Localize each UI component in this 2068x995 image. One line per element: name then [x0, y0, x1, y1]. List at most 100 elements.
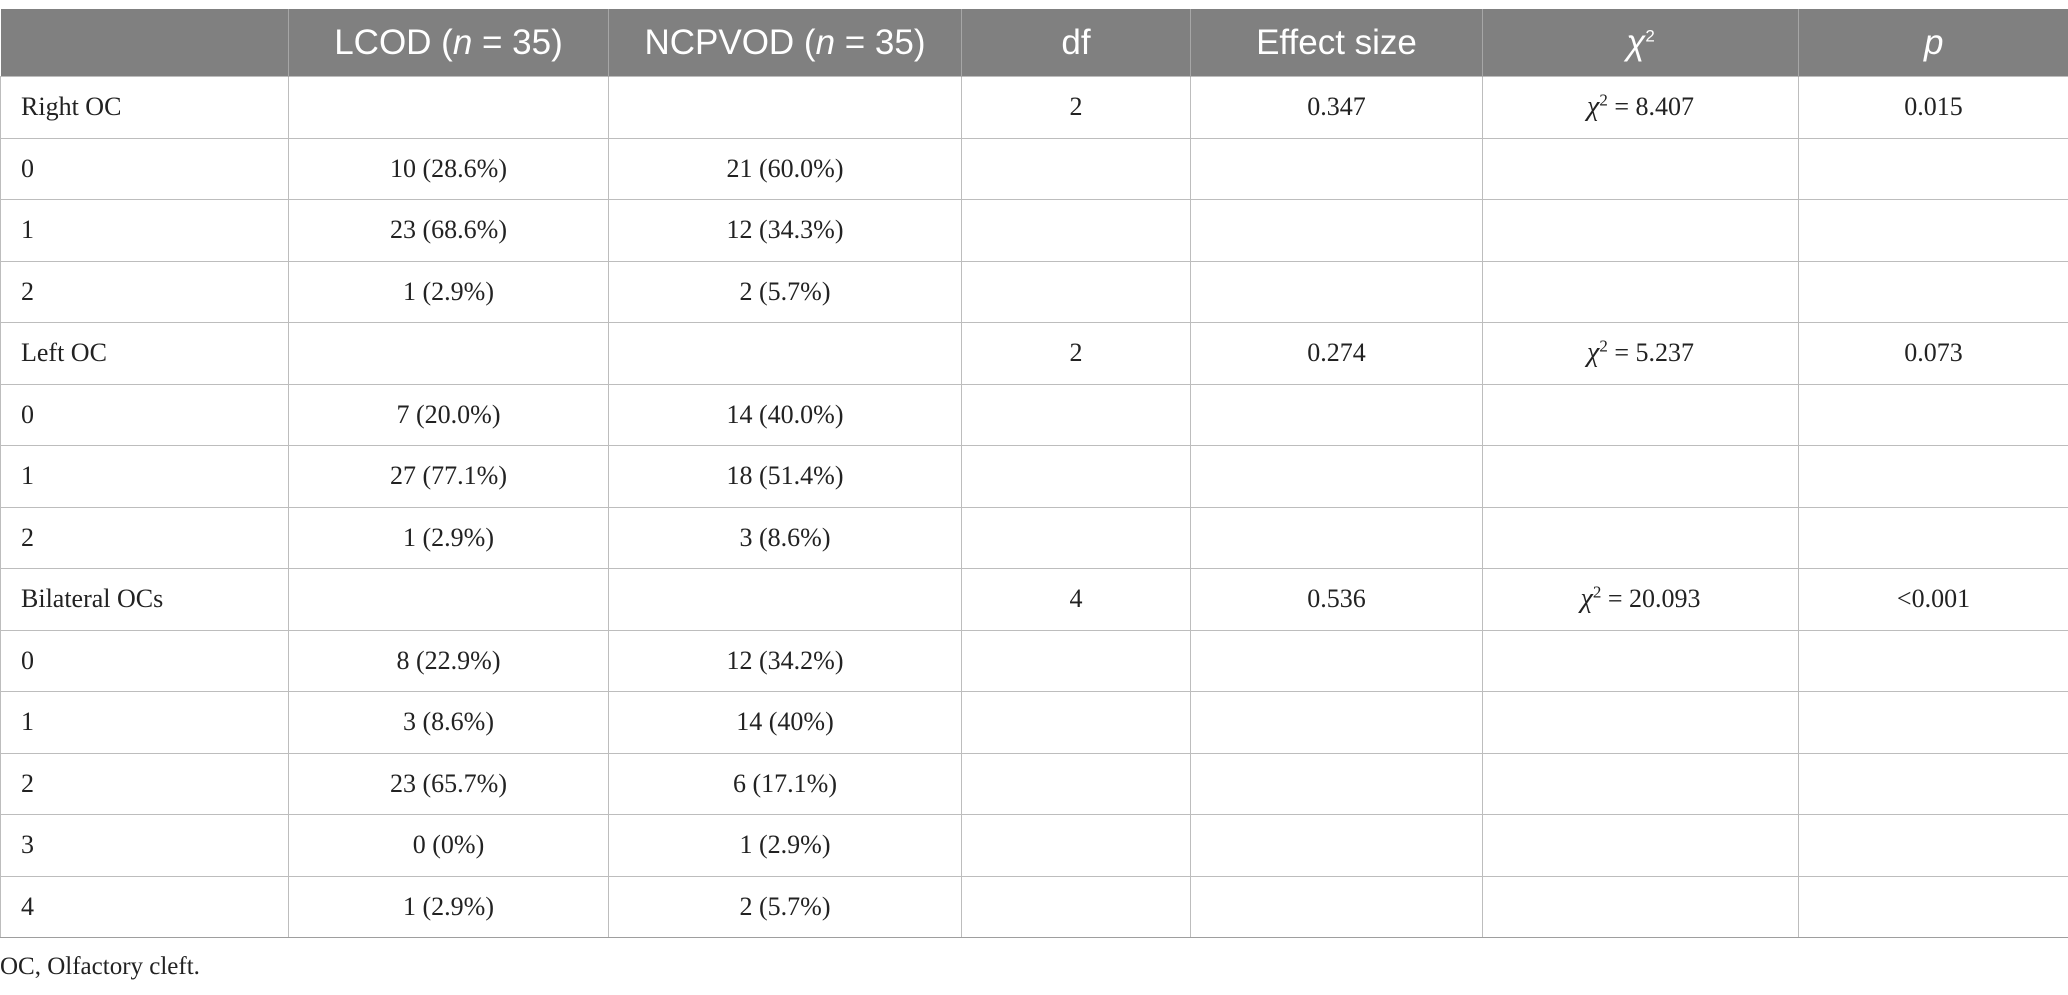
- results-table: LCOD (n = 35) NCPVOD (n = 35) df Effect …: [0, 9, 2068, 938]
- p-value-cell: [1798, 199, 2068, 262]
- chi-superscript: 2: [1599, 90, 1608, 110]
- effect-size-cell: 0.536: [1190, 568, 1483, 631]
- df-cell: [961, 383, 1191, 446]
- chi-symbol: χ: [1587, 91, 1600, 123]
- row-label-cell: 0: [0, 137, 289, 200]
- chi-square-cell: [1482, 691, 1799, 754]
- lcod-cell: [288, 76, 609, 139]
- df-cell: [961, 875, 1191, 938]
- chi-square-cell: [1482, 752, 1799, 815]
- chi-superscript: 2: [1599, 336, 1608, 356]
- p-value-cell: [1798, 875, 2068, 938]
- lcod-cell: [288, 322, 609, 385]
- row-label-cell: Right OC: [0, 76, 289, 139]
- lcod-cell: 1 (2.9%): [288, 506, 609, 569]
- df-cell: [961, 260, 1191, 323]
- lcod-cell: [288, 568, 609, 631]
- lcod-cell: 3 (8.6%): [288, 691, 609, 754]
- lcod-cell: 1 (2.9%): [288, 260, 609, 323]
- row-label-cell: 2: [0, 752, 289, 815]
- table-row: Left OC 2 0.274 χ2 = 5.237 0.073: [0, 322, 2068, 385]
- header-cell-chi-square: χ2: [1482, 9, 1799, 77]
- row-label-cell: 1: [0, 445, 289, 508]
- row-label-cell: Left OC: [0, 322, 289, 385]
- lcod-cell: 0 (0%): [288, 814, 609, 877]
- chi-symbol: χ: [1587, 337, 1600, 369]
- chi-equals: =: [1601, 584, 1629, 614]
- chi-square-cell: [1482, 137, 1799, 200]
- p-value-cell: [1798, 691, 2068, 754]
- row-label-cell: 1: [0, 691, 289, 754]
- ncpvod-cell: 1 (2.9%): [608, 814, 962, 877]
- ncpvod-cell: 2 (5.7%): [608, 260, 962, 323]
- table-header: LCOD (n = 35) NCPVOD (n = 35) df Effect …: [0, 9, 2068, 77]
- p-value-cell: [1798, 506, 2068, 569]
- chi-value: 8.407: [1635, 92, 1695, 122]
- ncpvod-cell: 12 (34.2%): [608, 629, 962, 692]
- ncpvod-cell: 12 (34.3%): [608, 199, 962, 262]
- chi-value: 20.093: [1629, 584, 1701, 614]
- row-label-cell: 2: [0, 260, 289, 323]
- lcod-cell: 1 (2.9%): [288, 875, 609, 938]
- table-row: Bilateral OCs 4 0.536 χ2 = 20.093 <0.001: [0, 568, 2068, 631]
- df-cell: [961, 629, 1191, 692]
- p-value-cell: [1798, 629, 2068, 692]
- ncpvod-cell: 14 (40%): [608, 691, 962, 754]
- df-cell: [961, 691, 1191, 754]
- ncpvod-cell: 2 (5.7%): [608, 875, 962, 938]
- table-footnote: OC, Olfactory cleft.: [0, 953, 200, 980]
- df-cell: [961, 814, 1191, 877]
- chi-square-cell: χ2 = 5.237: [1482, 322, 1799, 385]
- p-value-cell: [1798, 137, 2068, 200]
- effect-size-cell: [1190, 691, 1483, 754]
- ncpvod-cell: 14 (40.0%): [608, 383, 962, 446]
- df-cell: [961, 506, 1191, 569]
- header-cell-p-value: p: [1798, 9, 2068, 77]
- chi-square-cell: [1482, 199, 1799, 262]
- p-value-cell: [1798, 260, 2068, 323]
- chi-square-cell: [1482, 445, 1799, 508]
- table-row: Right OC 2 0.347 χ2 = 8.407 0.015: [0, 76, 2068, 139]
- chi-value: 5.237: [1635, 338, 1695, 368]
- header-cell-ncpvod: NCPVOD (n = 35): [608, 9, 962, 77]
- chi-square-cell: χ2 = 8.407: [1482, 76, 1799, 139]
- effect-size-cell: [1190, 506, 1483, 569]
- p-value-cell: [1798, 445, 2068, 508]
- ncpvod-cell: [608, 76, 962, 139]
- table-row: 1 27 (77.1%) 18 (51.4%): [0, 445, 2068, 508]
- df-cell: [961, 137, 1191, 200]
- effect-size-cell: [1190, 752, 1483, 815]
- df-cell: [961, 752, 1191, 815]
- row-label-cell: Bilateral OCs: [0, 568, 289, 631]
- chi-square-cell: [1482, 383, 1799, 446]
- table-body: Right OC 2 0.347 χ2 = 8.407 0.015 0 10 (28.6%)…: [0, 76, 2068, 938]
- row-label-cell: 0: [0, 383, 289, 446]
- chi-square-cell: [1482, 875, 1799, 938]
- header-row: LCOD (n = 35) NCPVOD (n = 35) df Effect …: [0, 9, 2068, 77]
- row-label-cell: 2: [0, 506, 289, 569]
- effect-size-cell: [1190, 383, 1483, 446]
- header-cell-lcod: LCOD (n = 35): [288, 9, 609, 77]
- ncpvod-cell: 21 (60.0%): [608, 137, 962, 200]
- row-label-cell: 1: [0, 199, 289, 262]
- effect-size-cell: [1190, 875, 1483, 938]
- df-cell: [961, 445, 1191, 508]
- p-value-cell: 0.073: [1798, 322, 2068, 385]
- lcod-cell: 27 (77.1%): [288, 445, 609, 508]
- chi-symbol: χ: [1580, 583, 1593, 615]
- p-value-cell: [1798, 814, 2068, 877]
- effect-size-cell: 0.274: [1190, 322, 1483, 385]
- chi-superscript: 2: [1592, 582, 1602, 602]
- table-row: 0 10 (28.6%) 21 (60.0%): [0, 137, 2068, 200]
- chi-equals: =: [1607, 92, 1636, 122]
- ncpvod-cell: 18 (51.4%): [608, 445, 962, 508]
- chi-equals: =: [1607, 338, 1636, 368]
- chi-square-cell: [1482, 506, 1799, 569]
- df-cell: 4: [961, 568, 1191, 631]
